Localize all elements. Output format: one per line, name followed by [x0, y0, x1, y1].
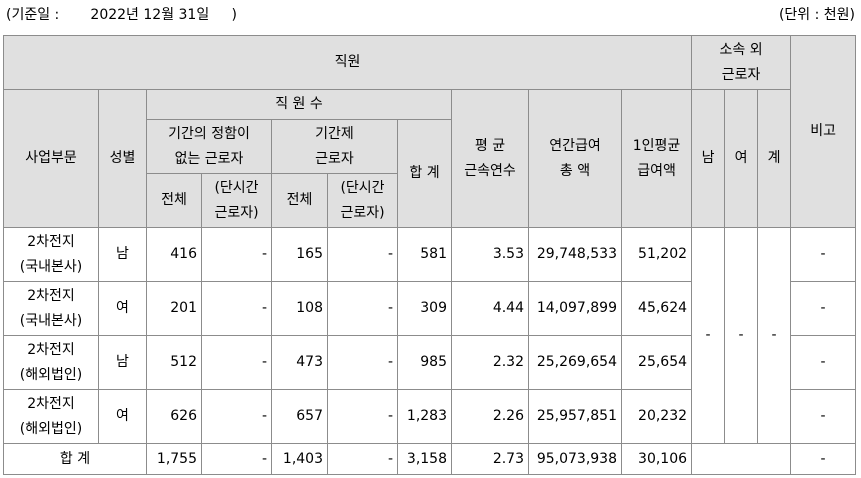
row-dept: 2차전지 (해외법인): [3, 389, 99, 444]
header-outside-sum: 계: [757, 89, 792, 228]
header-annual-pay: 연간급여 총 액: [528, 89, 622, 228]
table-row: 2차전지 (해외법인) 남 512 - 473 - 985 2.32 25,26…: [3, 335, 857, 390]
row-dept: 2차전지 (국내본사): [3, 227, 99, 282]
total-outside-blank: [691, 443, 792, 475]
total-fixed-parttime: -: [327, 443, 398, 475]
header-total: 합 계: [397, 119, 452, 228]
header-line: (기준일 : 2022년 12월 31일 ) (단위 : 천원): [6, 4, 855, 24]
total-tenure: 2.73: [451, 443, 529, 475]
row-fixed-parttime: -: [327, 389, 398, 444]
row-indef-all: 201: [146, 281, 202, 336]
total-total: 3,158: [397, 443, 452, 475]
row-per-capita: 51,202: [620, 227, 693, 282]
total-annual-pay: 95,073,938: [528, 443, 622, 475]
row-gender: 여: [98, 389, 147, 444]
total-row: 합 계 1,755 - 1,403 - 3,158 2.73 95,073,93…: [3, 443, 857, 475]
row-fixed-all: 165: [271, 227, 328, 282]
row-annual-pay: 25,269,654: [528, 335, 622, 390]
row-note: -: [790, 227, 857, 282]
header-dept: 사업부문: [3, 89, 99, 228]
row-fixed-all: 108: [271, 281, 328, 336]
row-total: 985: [397, 335, 452, 390]
row-tenure: 3.53: [451, 227, 529, 282]
header-indef-all: 전체: [146, 173, 202, 228]
row-annual-pay: 29,748,533: [528, 227, 622, 282]
row-gender: 남: [98, 335, 147, 390]
employee-table: 직원 소속 외 근로자 비고 사업부문 성별 직 원 수 평 균 근속연수 연간…: [2, 35, 857, 475]
total-fixed-all: 1,403: [271, 443, 328, 475]
row-note: -: [790, 281, 857, 336]
header-gender: 성별: [98, 89, 147, 228]
row-indef-parttime: -: [201, 281, 272, 336]
row-annual-pay: 14,097,899: [528, 281, 622, 336]
header-indefinite: 기간의 정함이 없는 근로자: [146, 119, 272, 174]
header-per-capita: 1인평균 급여액: [620, 89, 693, 228]
row-note: -: [790, 335, 857, 390]
header-employee-count: 직 원 수: [146, 89, 452, 120]
reference-date: (기준일 : 2022년 12월 31일 ): [6, 7, 237, 23]
header-employees: 직원: [2, 35, 693, 90]
row-indef-parttime: -: [201, 227, 272, 282]
total-per-capita: 30,106: [620, 443, 693, 475]
header-fixed-parttime: (단시간 근로자): [327, 173, 398, 228]
table-row: 2차전지 (해외법인) 여 626 - 657 - 1,283 2.26 25,…: [3, 389, 857, 444]
row-total: 1,283: [397, 389, 452, 444]
row-tenure: 2.32: [451, 335, 529, 390]
row-gender: 여: [98, 281, 147, 336]
header-outside-workers: 소속 외 근로자: [691, 35, 792, 90]
header-fixed-all: 전체: [271, 173, 328, 228]
outside-female-value: -: [724, 227, 759, 444]
row-note: -: [790, 389, 857, 444]
row-per-capita: 45,624: [620, 281, 693, 336]
row-indef-all: 416: [146, 227, 202, 282]
row-fixed-all: 657: [271, 389, 328, 444]
total-note: -: [790, 443, 857, 475]
row-total: 581: [397, 227, 452, 282]
header-fixed-term: 기간제 근로자: [271, 119, 398, 174]
row-gender: 남: [98, 227, 147, 282]
row-annual-pay: 25,957,851: [528, 389, 622, 444]
header-indef-parttime: (단시간 근로자): [201, 173, 272, 228]
header-tenure: 평 균 근속연수: [451, 89, 529, 228]
row-tenure: 4.44: [451, 281, 529, 336]
row-indef-parttime: -: [201, 389, 272, 444]
header-outside-male: 남: [691, 89, 726, 228]
row-dept: 2차전지 (해외법인): [3, 335, 99, 390]
row-per-capita: 20,232: [620, 389, 693, 444]
row-fixed-parttime: -: [327, 227, 398, 282]
row-total: 309: [397, 281, 452, 336]
outside-sum-value: -: [757, 227, 792, 444]
row-fixed-parttime: -: [327, 335, 398, 390]
total-label: 합 계: [3, 443, 147, 475]
row-indef-all: 626: [146, 389, 202, 444]
row-tenure: 2.26: [451, 389, 529, 444]
header-note: 비고: [790, 35, 857, 228]
outside-male-value: -: [691, 227, 726, 444]
total-indef-all: 1,755: [146, 443, 202, 475]
unit-label: (단위 : 천원): [778, 7, 855, 23]
table-row: 2차전지 (국내본사) 여 201 - 108 - 309 4.44 14,09…: [3, 281, 857, 336]
row-dept: 2차전지 (국내본사): [3, 281, 99, 336]
table-row: 2차전지 (국내본사) 남 416 - 165 - 581 3.53 29,74…: [3, 227, 857, 444]
row-indef-all: 512: [146, 335, 202, 390]
row-fixed-parttime: -: [327, 281, 398, 336]
row-indef-parttime: -: [201, 335, 272, 390]
row-per-capita: 25,654: [620, 335, 693, 390]
total-indef-parttime: -: [201, 443, 272, 475]
header-outside-female: 여: [724, 89, 759, 228]
row-fixed-all: 473: [271, 335, 328, 390]
